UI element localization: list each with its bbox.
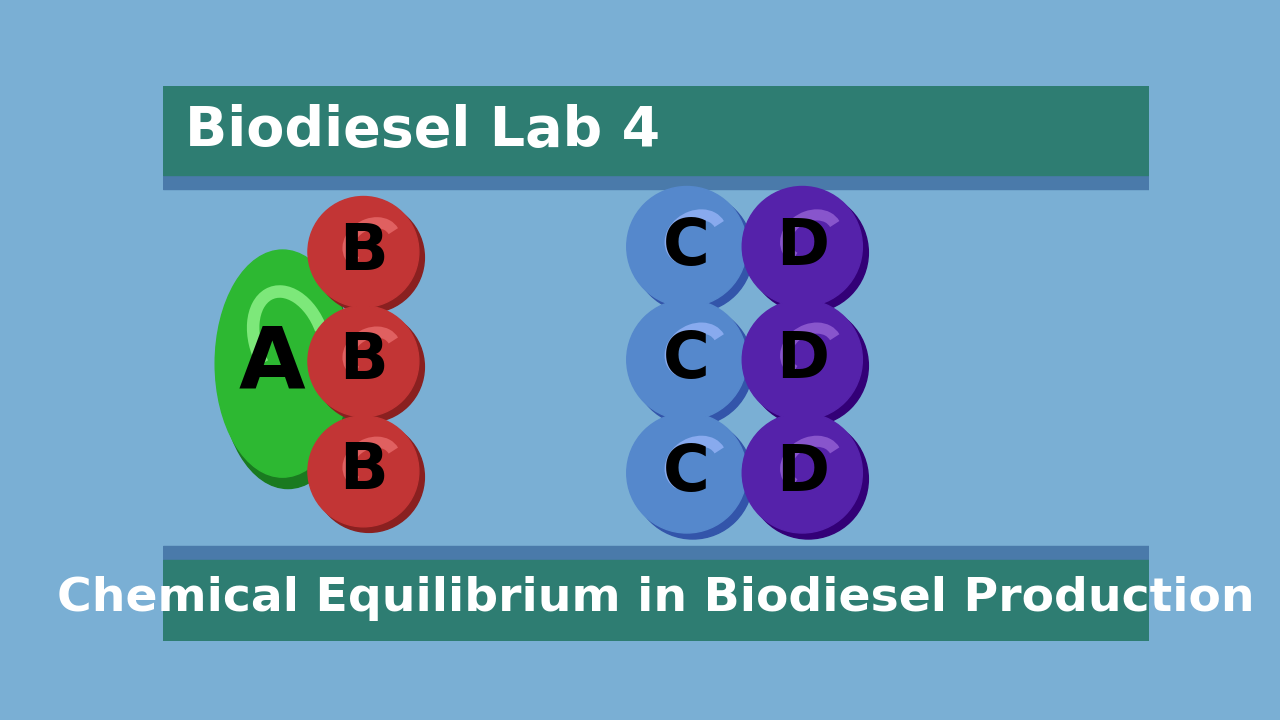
Text: Biodiesel Lab 4: Biodiesel Lab 4 xyxy=(184,104,660,158)
Text: D: D xyxy=(776,442,829,504)
Circle shape xyxy=(742,300,863,420)
Circle shape xyxy=(742,186,863,307)
Ellipse shape xyxy=(220,261,356,489)
Text: B: B xyxy=(339,441,388,503)
Bar xyxy=(164,86,1149,175)
Text: D: D xyxy=(776,329,829,391)
Circle shape xyxy=(627,413,746,533)
Bar xyxy=(164,546,1149,560)
Circle shape xyxy=(314,202,425,313)
Circle shape xyxy=(632,419,753,539)
Text: B: B xyxy=(339,221,388,283)
Circle shape xyxy=(627,186,746,307)
Circle shape xyxy=(632,306,753,426)
Text: Chemical Equilibrium in Biodiesel Production: Chemical Equilibrium in Biodiesel Produc… xyxy=(58,575,1254,621)
Text: D: D xyxy=(776,215,829,277)
Text: A: A xyxy=(238,322,305,405)
Circle shape xyxy=(308,197,419,307)
Circle shape xyxy=(749,192,868,312)
Circle shape xyxy=(308,306,419,417)
Text: C: C xyxy=(663,329,710,391)
Text: C: C xyxy=(663,215,710,277)
Bar xyxy=(164,175,1149,189)
Circle shape xyxy=(632,192,753,312)
Circle shape xyxy=(314,421,425,532)
Circle shape xyxy=(627,300,746,420)
Bar xyxy=(164,560,1149,641)
Circle shape xyxy=(749,419,868,539)
Text: B: B xyxy=(339,330,388,392)
Text: C: C xyxy=(663,442,710,504)
Ellipse shape xyxy=(215,250,349,477)
Circle shape xyxy=(308,416,419,527)
Circle shape xyxy=(749,306,868,426)
Circle shape xyxy=(742,413,863,533)
Circle shape xyxy=(314,311,425,422)
